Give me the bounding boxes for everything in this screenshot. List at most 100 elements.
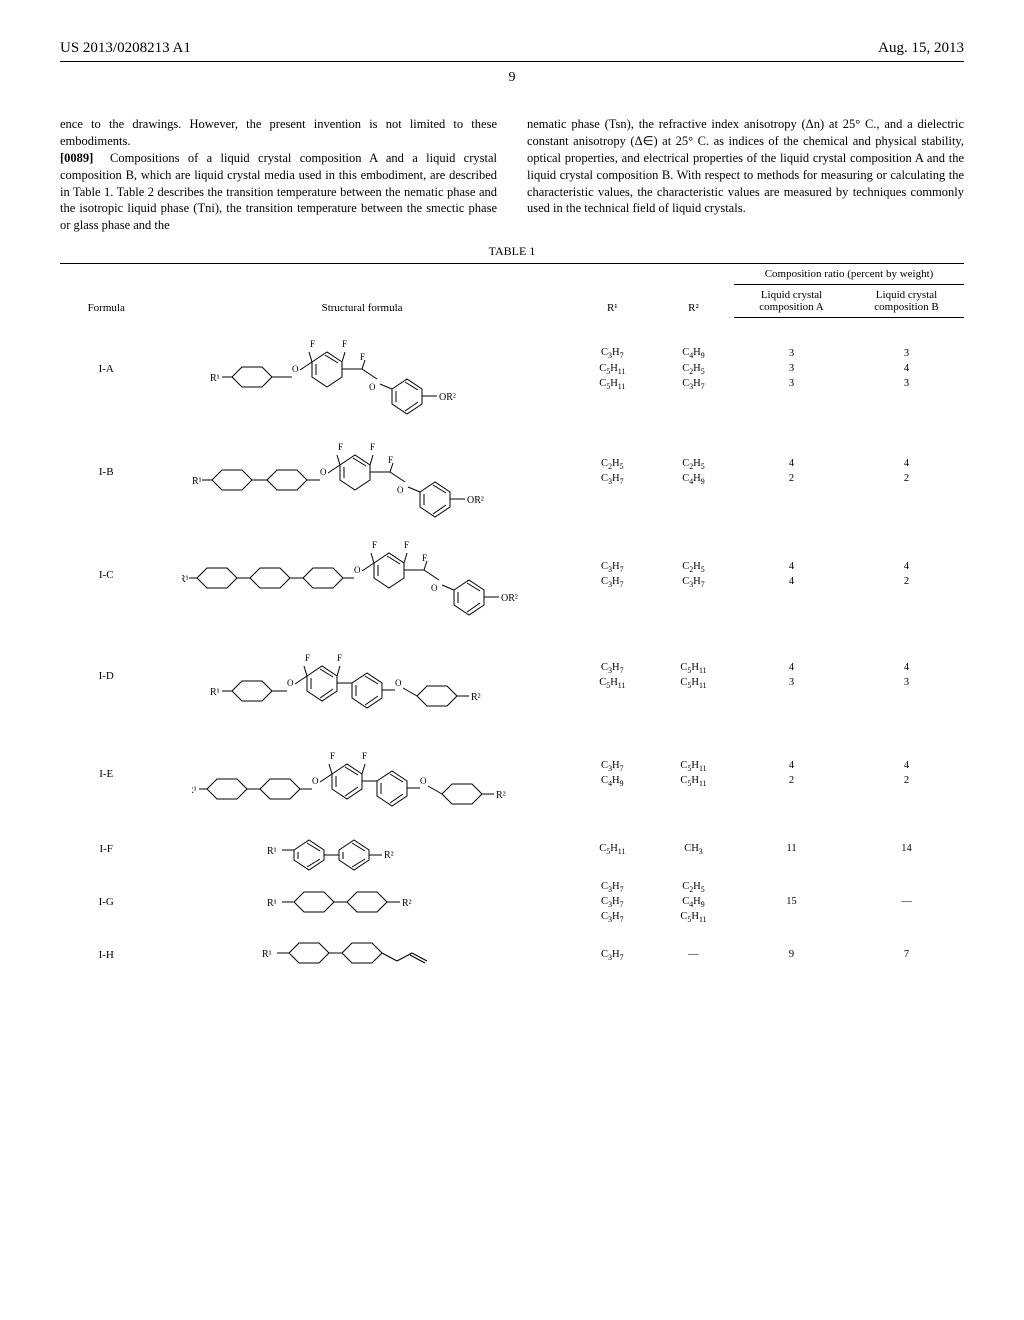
- header-rule: [60, 61, 964, 62]
- structure-IB-icon: R¹ O F F: [192, 425, 532, 520]
- svg-text:F: F: [370, 442, 375, 452]
- svg-text:F: F: [310, 339, 315, 349]
- publication-date: Aug. 15, 2013: [878, 40, 964, 57]
- svg-text:O: O: [369, 382, 376, 392]
- left-col-para: Compositions of a liquid crystal composi…: [60, 151, 497, 233]
- table-row: I-B R¹ O F: [60, 421, 964, 524]
- structure-ID-icon: R¹ O F F: [207, 631, 517, 721]
- svg-text:R²: R²: [471, 692, 481, 703]
- cell-compA: 42: [734, 421, 849, 524]
- page-header: US 2013/0208213 A1 Aug. 15, 2013: [60, 40, 964, 57]
- cell-r2: C4H9C2H5C3H7: [653, 318, 734, 421]
- cell-compA: 9: [734, 929, 849, 982]
- cell-compB: —: [849, 876, 964, 929]
- cell-formula: I-F: [60, 823, 152, 876]
- svg-text:O: O: [287, 678, 294, 688]
- svg-text:O: O: [420, 776, 427, 786]
- svg-text:R¹: R¹: [262, 949, 272, 960]
- table-row: I-E R¹ O: [60, 725, 964, 823]
- cell-formula: I-D: [60, 627, 152, 725]
- svg-text:R¹: R¹: [267, 846, 277, 857]
- paragraph-number: [0089]: [60, 151, 93, 165]
- structure-IC-icon: R¹ O F F: [182, 528, 542, 623]
- cell-struct: R¹ O F F: [152, 318, 571, 421]
- cell-compB: 43: [849, 627, 964, 725]
- th-compB: Liquid crystal composition B: [849, 285, 964, 318]
- structure-IF-icon: R¹ R²: [262, 827, 462, 872]
- cell-compB: 42: [849, 421, 964, 524]
- cell-r1: C5H11: [572, 823, 653, 876]
- table-row: I-A R¹ O: [60, 318, 964, 421]
- cell-compA: 11: [734, 823, 849, 876]
- svg-text:O: O: [312, 776, 319, 786]
- cell-compB: 14: [849, 823, 964, 876]
- svg-text:OR²: OR²: [501, 593, 518, 604]
- table-row: I-C R¹ O: [60, 524, 964, 627]
- table-row: I-H R¹ C3H7 —: [60, 929, 964, 982]
- svg-text:R²: R²: [384, 850, 394, 861]
- svg-text:O: O: [320, 467, 327, 477]
- cell-formula: I-B: [60, 421, 152, 524]
- left-col-line1: ence to the drawings. However, the prese…: [60, 117, 497, 148]
- right-col-text: nematic phase (Tsn), the refractive inde…: [527, 117, 964, 215]
- cell-struct: R¹: [152, 929, 571, 982]
- cell-r2: C5H11C5H11: [653, 627, 734, 725]
- svg-text:F: F: [372, 540, 377, 550]
- cell-r1: C3H7C3H7C3H7: [572, 876, 653, 929]
- svg-text:F: F: [337, 653, 342, 663]
- page-number: 9: [60, 70, 964, 86]
- publication-number: US 2013/0208213 A1: [60, 40, 191, 57]
- cell-compA: 42: [734, 725, 849, 823]
- right-column: nematic phase (Tsn), the refractive inde…: [527, 116, 964, 234]
- table-row: I-F R¹: [60, 823, 964, 876]
- structure-IH-icon: R¹: [257, 933, 467, 978]
- table-row: I-G R¹ R² C3H7C3H7C3H7 C2H5C4H9C5H11 15: [60, 876, 964, 929]
- cell-r1: C3H7C3H7: [572, 524, 653, 627]
- svg-text:O: O: [354, 565, 361, 575]
- cell-formula: I-H: [60, 929, 152, 982]
- svg-text:R¹: R¹: [210, 687, 220, 698]
- text-columns: ence to the drawings. However, the prese…: [60, 116, 964, 234]
- th-formula: Formula: [60, 264, 152, 318]
- svg-text:R¹: R¹: [192, 785, 197, 796]
- cell-struct: R¹ R²: [152, 876, 571, 929]
- cell-formula: I-C: [60, 524, 152, 627]
- structure-IA-icon: R¹ O F F: [202, 322, 522, 417]
- cell-struct: R¹ O F F: [152, 627, 571, 725]
- svg-text:F: F: [360, 352, 365, 362]
- cell-r2: —: [653, 929, 734, 982]
- cell-r1: C3H7C5H11C5H11: [572, 318, 653, 421]
- svg-text:F: F: [305, 653, 310, 663]
- structure-IE-icon: R¹ O F F: [192, 729, 532, 819]
- cell-r1: C3H7C4H9: [572, 725, 653, 823]
- cell-formula: I-G: [60, 876, 152, 929]
- cell-compB: 343: [849, 318, 964, 421]
- cell-formula: I-A: [60, 318, 152, 421]
- svg-text:O: O: [397, 485, 404, 495]
- cell-r1: C3H7: [572, 929, 653, 982]
- svg-text:R¹: R¹: [182, 574, 189, 585]
- svg-text:F: F: [362, 751, 367, 761]
- cell-compB: 42: [849, 725, 964, 823]
- svg-text:R¹: R¹: [192, 476, 202, 487]
- cell-r1: C3H7C5H11: [572, 627, 653, 725]
- svg-text:F: F: [422, 553, 427, 563]
- th-compA: Liquid crystal composition A: [734, 285, 849, 318]
- cell-compA: 44: [734, 524, 849, 627]
- svg-text:OR²: OR²: [467, 495, 484, 506]
- cell-struct: R¹ O F F: [152, 725, 571, 823]
- cell-r2: C2H5C4H9C5H11: [653, 876, 734, 929]
- cell-compA: 43: [734, 627, 849, 725]
- table-title: TABLE 1: [60, 244, 964, 259]
- cell-r2: CH3: [653, 823, 734, 876]
- cell-struct: R¹ O F F: [152, 524, 571, 627]
- svg-text:R²: R²: [496, 790, 506, 801]
- table-1: Formula Structural formula R¹ R² Composi…: [60, 263, 964, 982]
- structure-IG-icon: R¹ R²: [262, 882, 462, 922]
- svg-text:O: O: [431, 583, 438, 593]
- svg-text:OR²: OR²: [439, 392, 456, 403]
- cell-r2: C2H5C3H7: [653, 524, 734, 627]
- cell-compB: 42: [849, 524, 964, 627]
- th-r1: R¹: [572, 264, 653, 318]
- svg-text:F: F: [338, 442, 343, 452]
